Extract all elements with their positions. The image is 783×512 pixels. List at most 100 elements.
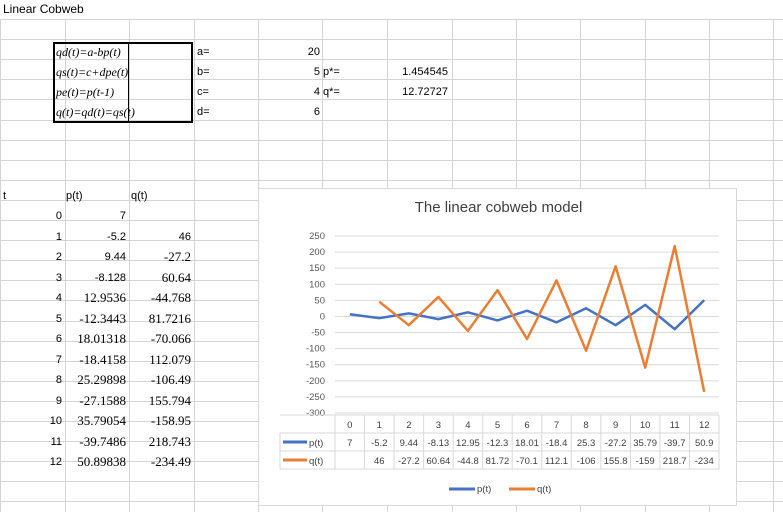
param-value-d[interactable]: 6 — [313, 106, 320, 118]
cell-p[interactable]: 18.01318 — [77, 331, 126, 346]
cell-t[interactable]: 1 — [55, 230, 62, 243]
cell-q[interactable]: -27.2 — [163, 249, 191, 264]
header-q[interactable]: q(t) — [131, 190, 148, 202]
formula-cell[interactable]: q(t)=qd(t)=qs(t) — [56, 105, 135, 119]
table-value: -5.2 — [371, 438, 387, 449]
formula-box — [53, 42, 193, 123]
cell-t[interactable]: 12 — [49, 456, 62, 468]
cell-t[interactable]: 8 — [55, 374, 62, 386]
cell-p[interactable]: 50.89838 — [77, 454, 126, 469]
table-value: 50.9 — [695, 438, 714, 449]
table-value: -234 — [695, 456, 714, 467]
table-value: -27.2 — [605, 438, 627, 449]
param-value-a[interactable]: 20 — [307, 46, 320, 58]
sheet-title-cell[interactable]: Linear Cobweb — [3, 2, 84, 16]
cell-t[interactable]: 2 — [55, 251, 62, 263]
table-value: -70.1 — [516, 456, 538, 467]
formula-cell[interactable]: pe(t)=p(t-1) — [56, 85, 115, 99]
cell-p[interactable]: -8.128 — [94, 271, 126, 284]
equilibrium-label-p[interactable]: p*= — [323, 66, 340, 78]
cell-p[interactable]: 7 — [119, 210, 126, 222]
cell-q[interactable]: 218.743 — [148, 433, 191, 449]
cell-t[interactable]: 7 — [55, 353, 62, 366]
header-p[interactable]: p(t) — [66, 190, 83, 202]
param-label-c[interactable]: c= — [197, 86, 209, 98]
formula-box-divider — [128, 42, 129, 123]
cell-q[interactable]: -70.066 — [150, 331, 191, 346]
y-tick-label: -50 — [311, 328, 325, 339]
chart-plot: 250 200 150 100 50 0 -50 -100 -150 -200 -250 -300 0 1… — [279, 231, 720, 495]
chart-title: The linear cobweb model — [414, 199, 583, 216]
header-t[interactable]: t — [3, 190, 7, 202]
cell-t[interactable]: 10 — [49, 415, 62, 427]
cell-p[interactable]: -12.3443 — [79, 310, 126, 326]
y-tick-label: 100 — [309, 279, 325, 290]
cell-t[interactable]: 3 — [55, 271, 62, 284]
table-value: -159 — [636, 456, 655, 467]
table-value: 112.1 — [545, 456, 568, 467]
cell-t[interactable]: 5 — [55, 312, 62, 325]
cell-q[interactable]: 81.7216 — [148, 310, 191, 326]
legend-label: p(t) — [477, 484, 491, 495]
x-category-label: 10 — [640, 420, 651, 431]
x-category-label: 0 — [347, 420, 352, 431]
y-tick-label: 250 — [309, 231, 325, 242]
table-value: 81.72 — [486, 456, 510, 467]
cell-q[interactable]: -106.49 — [150, 372, 191, 387]
y-tick-label: -300 — [306, 408, 325, 419]
y-tick-label: -150 — [306, 360, 325, 371]
cell-q[interactable] — [129, 208, 191, 224]
table-value: 7 — [347, 438, 352, 449]
x-category-label: 8 — [583, 420, 588, 431]
param-label-a[interactable]: a= — [197, 46, 210, 58]
table-value: -18.4 — [546, 438, 568, 449]
table-series-label: q(t) — [309, 456, 323, 467]
table-value: -8.13 — [428, 438, 450, 449]
equilibrium-value-q[interactable]: 12.72727 — [402, 86, 448, 98]
param-value-b[interactable]: 5 — [313, 66, 320, 78]
y-tick-label: -250 — [306, 392, 325, 403]
cell-q[interactable]: 155.794 — [148, 392, 191, 408]
equilibrium-label-q[interactable]: q*= — [323, 86, 340, 98]
x-category-label: 9 — [613, 420, 618, 431]
y-tick-label: -100 — [306, 344, 325, 355]
cell-q[interactable]: -234.49 — [150, 454, 191, 469]
y-tick-label: 50 — [314, 295, 325, 306]
y-tick-label: 200 — [309, 247, 325, 258]
cell-t[interactable]: 0 — [55, 210, 62, 222]
table-value: 12.95 — [456, 438, 480, 449]
table-value: 218.7 — [663, 456, 687, 467]
cell-t[interactable]: 6 — [55, 333, 62, 345]
cell-q[interactable]: 46 — [178, 230, 191, 243]
table-value: -27.2 — [398, 456, 420, 467]
x-category-label: 4 — [465, 420, 470, 431]
cell-t[interactable]: 11 — [50, 435, 62, 448]
x-category-label: 7 — [554, 420, 559, 431]
table-value: 46 — [374, 456, 385, 467]
cell-p[interactable]: 25.29898 — [77, 372, 126, 387]
cell-q[interactable]: 112.079 — [149, 351, 191, 367]
cell-p[interactable]: 12.9536 — [83, 290, 126, 305]
table-value: -12.3 — [487, 438, 509, 449]
cell-p[interactable]: 9.44 — [104, 251, 126, 263]
cell-q[interactable]: -44.768 — [150, 290, 191, 305]
cell-p[interactable]: -27.1588 — [79, 392, 126, 408]
cell-q[interactable]: -158.95 — [150, 413, 191, 428]
param-label-b[interactable]: b= — [197, 66, 210, 78]
equilibrium-value-p[interactable]: 1.454545 — [402, 66, 448, 78]
cell-t[interactable]: 9 — [55, 394, 62, 407]
cell-p[interactable]: -18.4158 — [79, 351, 126, 367]
formula-cell[interactable]: qd(t)=a-bp(t) — [56, 45, 121, 59]
cell-t[interactable]: 4 — [55, 292, 62, 304]
series-line — [349, 299, 706, 331]
cell-q[interactable]: 60.64 — [161, 269, 191, 285]
cell-p[interactable]: -5.2 — [107, 230, 126, 243]
param-value-c[interactable]: 4 — [313, 86, 320, 98]
table-value: -106 — [577, 456, 596, 467]
cell-p[interactable]: 35.79054 — [77, 413, 126, 428]
cell-p[interactable]: -39.7486 — [79, 433, 126, 449]
chart[interactable]: The linear cobweb model 250 200 150 100 50 0-… — [258, 188, 737, 506]
param-label-d[interactable]: d= — [197, 106, 210, 118]
table-value: 18.01 — [515, 438, 539, 449]
formula-cell[interactable]: qs(t)=c+dpe(t) — [56, 65, 129, 79]
